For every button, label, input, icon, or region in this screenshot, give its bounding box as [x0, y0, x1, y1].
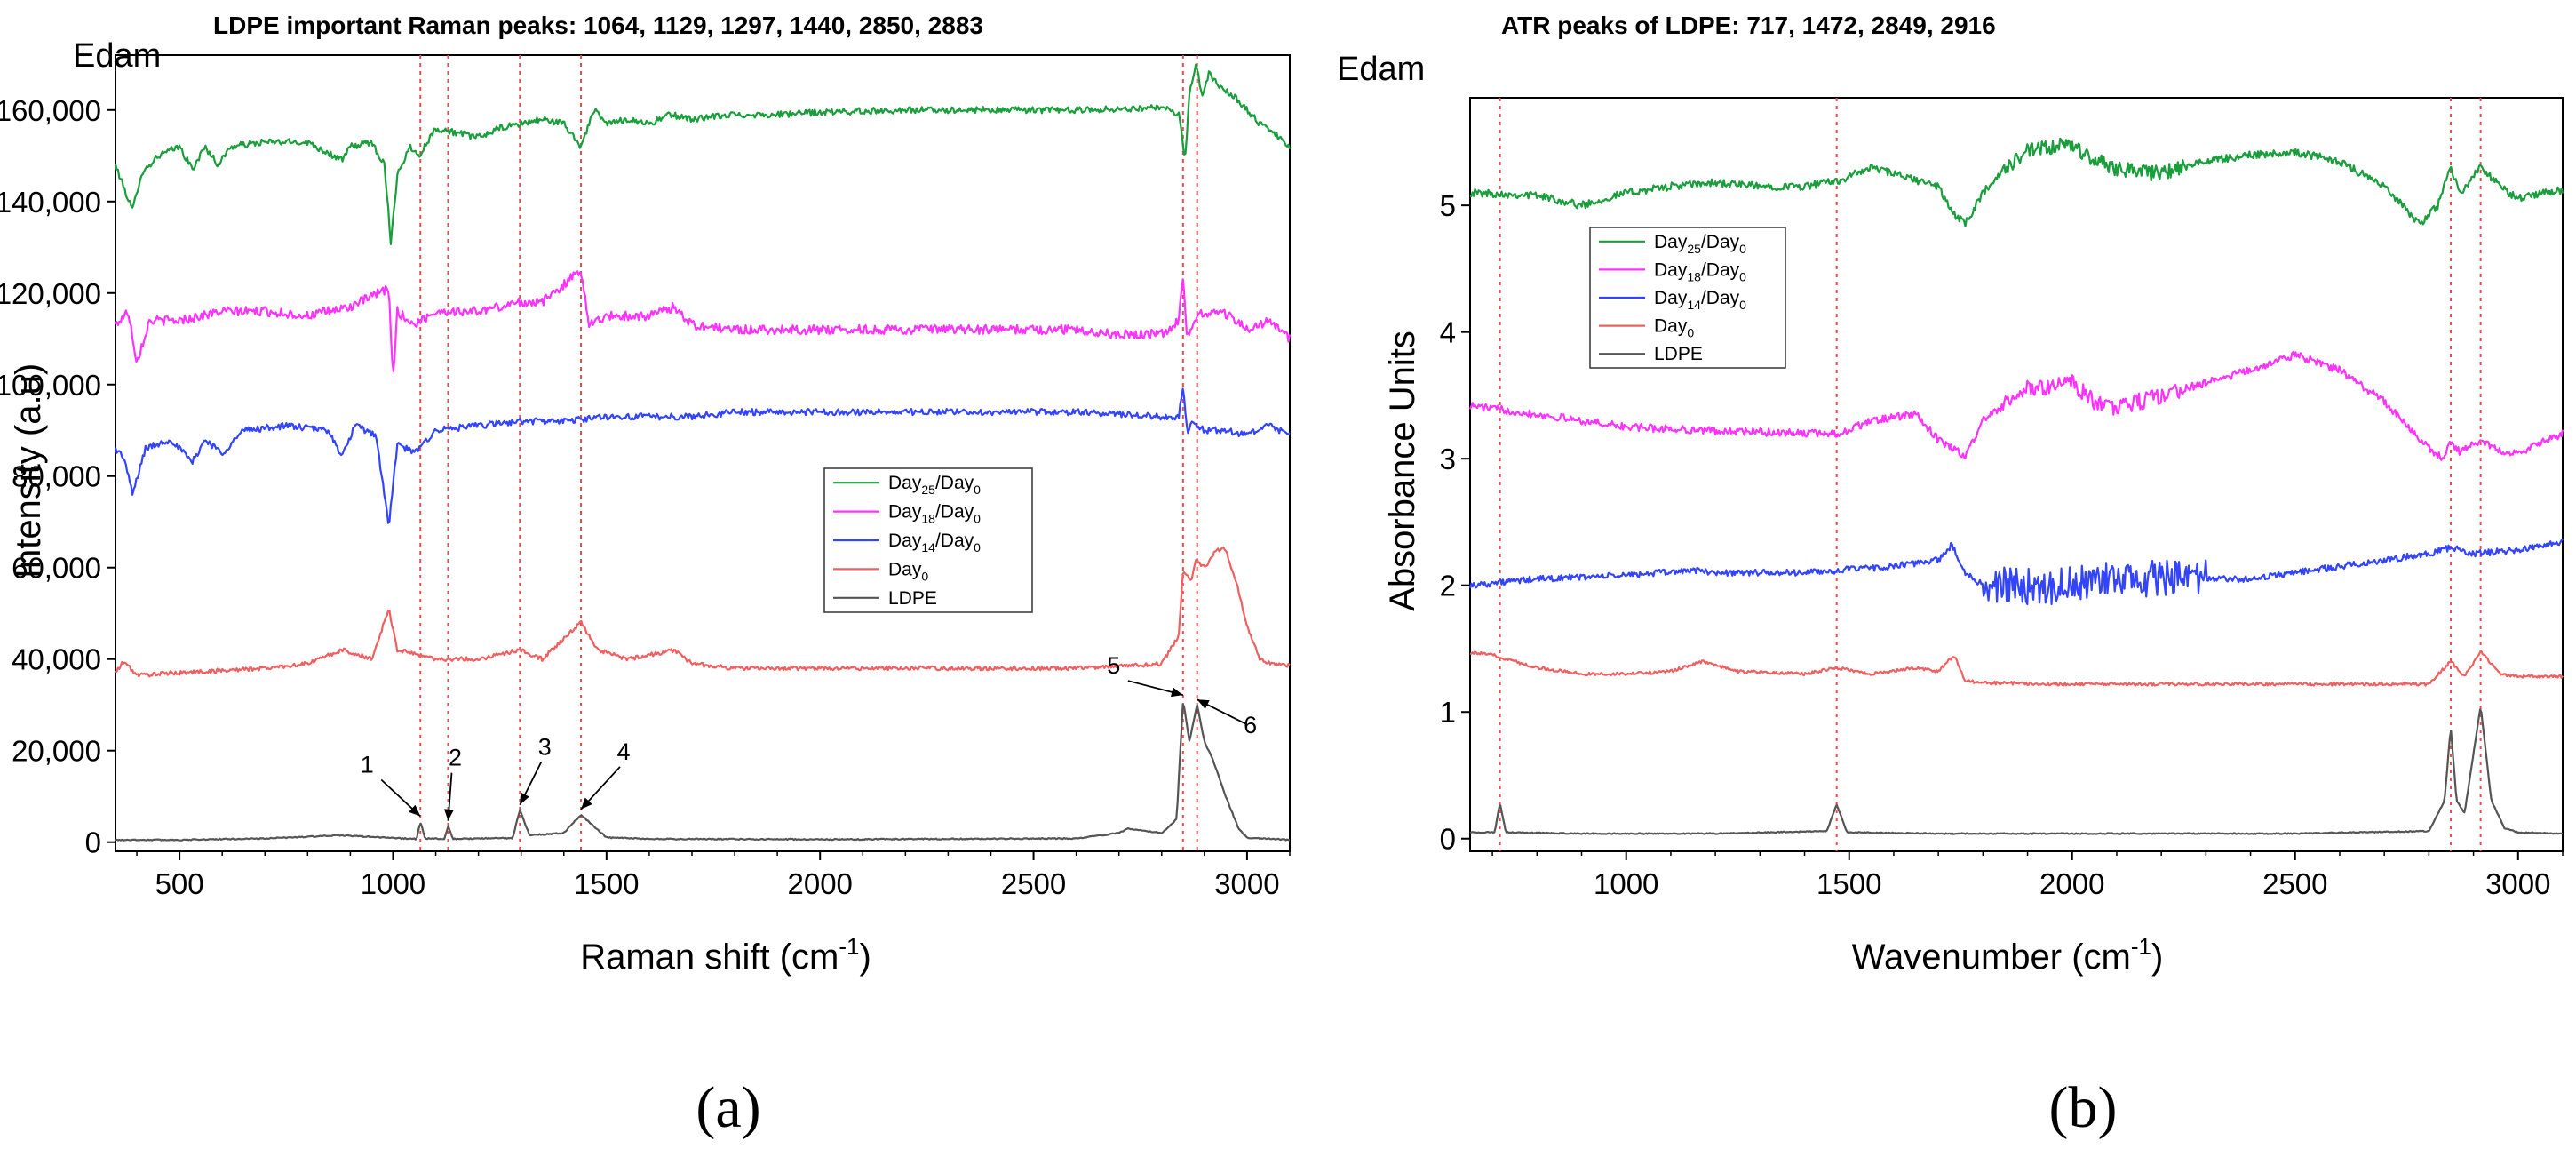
- panel-b-xtick-label: 2500: [2262, 867, 2327, 900]
- panel-a-ylabel: Intensity (a.u): [9, 363, 48, 578]
- panel-a-ytick-label: 60,000: [12, 552, 101, 585]
- panel-b-xlabel: Wavenumber (cm-1): [1852, 933, 2164, 977]
- panel-b-series-day25-day0: [1470, 137, 2564, 227]
- panel-a-xlabel: Raman shift (cm-1): [580, 933, 871, 977]
- panel-a-annotation-label: 2: [449, 745, 462, 771]
- panel-a-series-ldpe: [115, 703, 1291, 842]
- panel-a-annotation-arrowhead: [1170, 687, 1183, 698]
- panel-a-series-day0: [115, 546, 1291, 678]
- panel-a-annotation-label: 4: [616, 738, 630, 765]
- panel-a-xtick-label: 500: [155, 867, 204, 900]
- panel-b-series-ldpe: [1469, 708, 2563, 835]
- panel-a-legend-label: Day25/Day0: [888, 473, 981, 497]
- panel-a-label: (a): [696, 1075, 760, 1140]
- panel-b-title: ATR peaks of LDPE: 717, 1472, 2849, 2916: [1501, 12, 1996, 39]
- panel-b-xlabel-main: Wavenumber (cm: [1852, 938, 2131, 977]
- panel-a-annotation-arrowhead: [1197, 699, 1210, 709]
- panel-b-ytick-label: 2: [1440, 570, 1456, 602]
- panel-b-xtick-label: 1500: [1817, 867, 1881, 900]
- panel-a-xlabel-sup: -1: [839, 933, 859, 960]
- panel-a-series-day18-day0: [115, 270, 1292, 372]
- panel-a-ytick-label: 140,000: [0, 186, 101, 219]
- panel-b-series-day14-day0: [1468, 538, 2564, 605]
- panel-a-legend-label: Day18/Day0: [888, 502, 981, 526]
- panel-b-xtick-label: 1000: [1594, 867, 1658, 900]
- panel-b-xtick-label: 2000: [2039, 867, 2104, 900]
- panel-b-frame: [1469, 97, 2564, 852]
- panel-b-corner-label: Edam: [1337, 51, 1425, 88]
- panel-a-xtick-label: 3000: [1214, 867, 1279, 900]
- panel-b-ytick-label: 4: [1440, 316, 1456, 349]
- panel-b-legend-label: LDPE: [1654, 344, 1703, 364]
- panel-a-annotation-label: 5: [1107, 652, 1120, 679]
- panel-a-frame: [115, 54, 1291, 852]
- panel-a-xlabel-end: ): [859, 938, 871, 977]
- panel-b-xlabel-sup: -1: [2131, 933, 2151, 960]
- panel-b: ATR peaks of LDPE: 717, 1472, 2849, 2916…: [1337, 12, 2564, 1140]
- panel-a-annotation-arrowhead: [409, 804, 421, 817]
- panel-a-ytick-label: 120,000: [0, 277, 101, 310]
- panel-a-annotation-arrowhead: [520, 792, 529, 805]
- panel-b-xlabel-end: ): [2151, 938, 2163, 977]
- panel-a-plot: 500 1000 1500 2000 2500 3000 0 20,000 40,000 60,0…: [0, 54, 1292, 900]
- panel-b-legend-label: Day0: [1654, 316, 1694, 340]
- panel-b-ylabel: Absorbance Units: [1383, 331, 1422, 611]
- panel-a-xtick-label: 2500: [1001, 867, 1066, 900]
- panel-b-label: (b): [2049, 1075, 2118, 1140]
- panel-a-ytick-label: 40,000: [12, 643, 101, 676]
- panel-a-xlabel-main: Raman shift (cm: [580, 938, 839, 977]
- panel-a-ytick-label: 160,000: [0, 94, 101, 127]
- panel-b-series-day0: [1470, 650, 2564, 687]
- panel-a-ytick-label: 100,000: [0, 369, 101, 402]
- panel-b-legend-label: Day14/Day0: [1654, 288, 1746, 312]
- panel-a-series-day14-day0: [114, 387, 1291, 524]
- panel-a-xtick-label: 1000: [361, 867, 425, 900]
- panel-a-xtick-label: 1500: [574, 867, 639, 900]
- panel-b-legend: Day25/Day0 Day18/Day0 Day14/Day0 Day0 LDPE: [1589, 227, 1786, 369]
- panel-b-ytick-label: 3: [1440, 443, 1456, 475]
- panel-b-ytick-label: 1: [1440, 696, 1456, 729]
- panel-a-ytick-label: 0: [85, 826, 101, 859]
- panel-a-title: LDPE important Raman peaks: 1064, 1129, …: [213, 12, 983, 39]
- panel-a: LDPE important Raman peaks: 1064, 1129, …: [0, 12, 1292, 1140]
- panel-a-legend-label: Day0: [888, 559, 928, 583]
- panel-a-annotation-arrowhead: [444, 809, 454, 821]
- panel-a-ytick-label: 20,000: [12, 735, 101, 768]
- panel-a-xtick-label: 2000: [787, 867, 852, 900]
- panel-b-xtick-label: 3000: [2485, 867, 2550, 900]
- panel-a-legend: Day25/Day0 Day18/Day0 Day14/Day0 Day0 LDPE: [823, 467, 1033, 613]
- panel-a-legend-label: Day14/Day0: [888, 531, 981, 555]
- panel-a-legend-label: LDPE: [888, 588, 937, 609]
- panel-a-annotation-label: 3: [538, 734, 552, 761]
- panel-b-ytick-label: 0: [1440, 823, 1456, 856]
- panel-b-legend-label: Day25/Day0: [1654, 232, 1746, 256]
- panel-a-annotation-arrowhead: [580, 797, 592, 810]
- panel-b-plot: 1000 1500 2000 2500 3000 0 1 2 3 4 5: [1440, 97, 2564, 900]
- panel-a-annotation-label: 6: [1244, 712, 1257, 738]
- panel-a-series-day25-day0: [114, 63, 1292, 245]
- panel-b-series-day18-day0: [1469, 350, 2564, 461]
- panel-b-ytick-label: 5: [1440, 189, 1456, 222]
- panel-a-ytick-label: 80,000: [12, 460, 101, 493]
- panel-a-annotation-label: 1: [361, 752, 374, 778]
- panel-b-legend-label: Day18/Day0: [1654, 259, 1746, 283]
